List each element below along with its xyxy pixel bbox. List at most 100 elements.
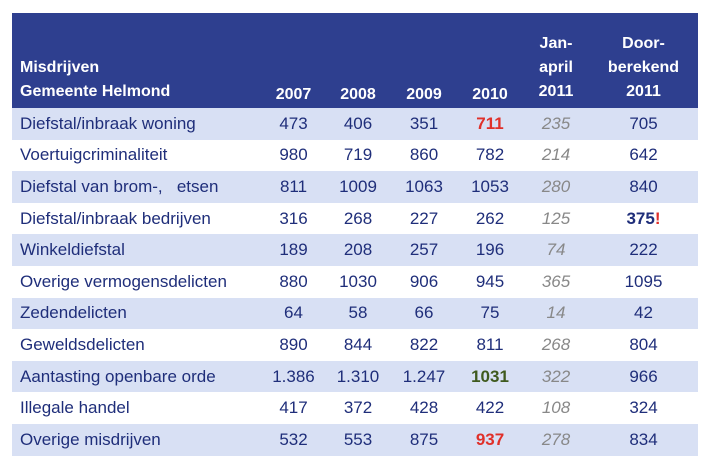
cell-2010: 262 (475, 208, 505, 228)
doorberekend-value: 375 (626, 208, 655, 228)
row-name: Geweldsdelicten (20, 334, 145, 354)
header-door-line2: berekend (607, 59, 680, 76)
cell-2010: 196 (475, 240, 505, 260)
cell-2009: 1.247 (402, 366, 446, 386)
cell-2010: 811 (476, 334, 504, 354)
header-title: Misdrijven Gemeente Helmond (12, 13, 262, 108)
table-row: Voertuigcriminaliteit 980 719 860 782 21… (12, 139, 698, 172)
cell-2010: 1053 (471, 176, 509, 196)
cell-jan-april: 108 (541, 398, 571, 418)
table-row: Diefstal van brom-, etsen 811 1009 1063 … (12, 171, 698, 203)
cell-jan-april: 278 (541, 429, 571, 449)
header-doorberekend-2011: Door- berekend 2011 (589, 13, 698, 108)
cell-doorberekend: 42 (634, 303, 653, 323)
cell-jan-april: 74 (546, 240, 566, 260)
cell-2007: 1.386 (272, 366, 315, 386)
cell-doorberekend: 1095 (624, 271, 663, 291)
cell-2009: 428 (409, 398, 439, 418)
cell-jan-april: 268 (541, 334, 571, 354)
header-year-2009: 2009 (406, 86, 442, 103)
header-row: Misdrijven Gemeente Helmond 2007 2008 20… (12, 13, 698, 108)
header-year-2008: 2008 (340, 86, 376, 103)
cell-2010: 782 (475, 145, 505, 165)
crime-table-container: Misdrijven Gemeente Helmond 2007 2008 20… (12, 13, 698, 456)
cell-2009: 257 (409, 240, 439, 260)
cell-jan-april: 280 (541, 176, 571, 196)
row-name: Voertuigcriminaliteit (20, 145, 168, 165)
cell-2009: 66 (414, 303, 434, 323)
cell-2009: 1063 (405, 176, 443, 196)
header-year-2007: 2007 (275, 86, 312, 103)
cell-2007: 532 (279, 429, 308, 449)
cell-2008: 1030 (339, 271, 377, 291)
cell-2008: 1.310 (336, 366, 380, 386)
cell-2007: 980 (279, 145, 308, 165)
cell-doorberekend: 642 (629, 145, 658, 165)
cell-2007: 890 (279, 334, 308, 354)
row-name: Diefstal/inbraak bedrijven (20, 208, 211, 228)
header-jan-april-2011: Jan- april 2011 (523, 13, 589, 108)
cell-2007: 64 (284, 303, 303, 323)
cell-2008: 268 (343, 208, 373, 228)
cell-2007: 473 (279, 113, 308, 133)
cell-2008: 844 (343, 334, 373, 354)
cell-jan-april: 125 (541, 208, 571, 228)
table-row: Overige vermogensdelicten 880 1030 906 9… (12, 265, 698, 298)
cell-2008: 372 (343, 398, 373, 418)
header-door-line3: 2011 (626, 83, 661, 100)
cell-doorberekend: 966 (629, 366, 658, 386)
cell-2008: 1009 (339, 176, 377, 196)
cell-jan-april: 214 (541, 145, 571, 165)
cell-jan-april: 14 (546, 303, 566, 323)
row-name: Winkeldiefstal (20, 240, 125, 260)
cell-2009: 875 (409, 429, 439, 449)
row-name: Aantasting openbare orde (20, 366, 216, 386)
cell-2007: 880 (279, 271, 308, 291)
cell-2010: 422 (475, 398, 505, 418)
cell-2008: 208 (343, 240, 373, 260)
cell-2008: 553 (343, 429, 373, 449)
row-name: Zedendelicten (20, 303, 127, 323)
cell-doorberekend: 804 (629, 334, 658, 354)
cell-2009: 906 (409, 271, 439, 291)
cell-2007: 189 (279, 240, 308, 260)
cell-doorberekend: 222 (629, 240, 658, 260)
header-title-line1: Misdrijven (20, 59, 100, 76)
cell-2008: 406 (343, 113, 373, 133)
table-row: Diefstal/inbraak bedrijven 316 268 227 2… (12, 202, 698, 235)
cell-doorberekend: 840 (629, 176, 658, 196)
table-row: Diefstal/inbraak woning 473 406 351 711 … (12, 108, 698, 140)
row-name: Overige vermogensdelicten (20, 271, 227, 291)
table-row: Geweldsdelicten 890 844 822 811 268 804 (12, 329, 698, 361)
cell-doorberekend: 324 (629, 398, 658, 418)
row-name: Overige misdrijven (20, 429, 161, 449)
cell-2008: 719 (343, 145, 373, 165)
cell-2009: 351 (409, 113, 439, 133)
cell-2010: 945 (475, 271, 505, 291)
cell-2010: 75 (480, 303, 500, 323)
cell-2007: 417 (279, 398, 308, 418)
header-door-line1: Door- (622, 35, 665, 52)
cell-doorberekend: 834 (629, 429, 658, 449)
cell-2007: 316 (279, 208, 308, 228)
crime-statistics-table: Misdrijven Gemeente Helmond 2007 2008 20… (12, 13, 698, 456)
table-row: Illegale handel 417 372 428 422 108 324 (12, 392, 698, 424)
header-jan-line2: april (539, 59, 573, 76)
header-year-2010: 2010 (472, 86, 508, 103)
table-row: Aantasting openbare orde 1.386 1.310 1.2… (12, 360, 698, 393)
cell-doorberekend: 705 (629, 113, 658, 133)
header-jan-line3: 2011 (538, 83, 574, 100)
header-title-line2: Gemeente Helmond (20, 83, 171, 100)
cell-2007: 811 (279, 176, 308, 196)
table-row: Overige misdrijven 532 553 875 937 278 8… (12, 423, 698, 456)
header-jan-line1: Jan- (539, 35, 573, 52)
row-name: Diefstal van brom-, etsen (20, 176, 219, 196)
cell-doorberekend: 375! (589, 203, 698, 235)
cell-2008: 58 (348, 303, 368, 323)
cell-2010-highlight: 1031 (471, 366, 509, 386)
row-name: Diefstal/inbraak woning (20, 113, 196, 133)
cell-2009: 227 (409, 208, 439, 228)
cell-2009: 860 (409, 145, 439, 165)
cell-2009: 822 (409, 334, 439, 354)
exclamation-mark: ! (654, 208, 661, 228)
